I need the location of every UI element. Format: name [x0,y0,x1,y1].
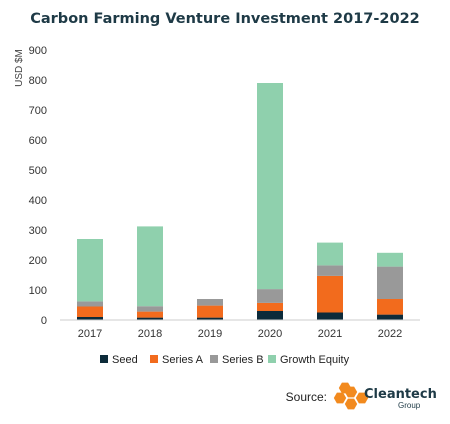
legend: Seed Series A Series B Growth Equity [100,354,350,366]
y-tick-label: 100 [29,285,47,297]
y-axis-label: USD $M [14,49,25,87]
bar-series-b-2020 [257,289,283,303]
brand-name: Cleantech [364,387,437,402]
bar-seed-2018 [137,317,163,320]
legend-label: Seed [112,354,138,366]
bar-series-a-2021 [317,275,343,313]
logo-hexagon [333,392,347,404]
x-tick-label: 2020 [258,328,282,340]
bar-series-b-2022 [377,266,403,299]
legend-swatch [210,355,218,363]
x-tick-label: 2022 [378,328,402,340]
y-tick-label: 600 [29,135,47,147]
bar-series-a-2018 [137,311,163,318]
y-tick-label: 700 [29,105,47,117]
bar-series-b-2018 [137,306,163,312]
cleantech-logo-icon [333,382,369,410]
x-tick-label: 2019 [198,328,222,340]
y-axis: 0 100 200 300 400 500 600 700 800 900 [29,45,47,327]
bar-series-a-2022 [377,299,403,315]
y-tick-label: 0 [41,315,47,327]
source-label: Source: [286,390,327,404]
y-tick-label: 200 [29,255,47,267]
logo-hexagon [344,398,358,410]
bars [77,83,403,320]
x-tick-label: 2018 [138,328,162,340]
y-tick-label: 400 [29,195,47,207]
bar-series-a-2020 [257,302,283,311]
legend-swatch [268,355,276,363]
x-axis: 2017 2018 2019 2020 2021 2022 [78,328,402,340]
bar-growth-equity-2018 [137,226,163,307]
legend-swatch [150,355,158,363]
legend-swatch [100,355,108,363]
bar-series-b-2021 [317,265,343,276]
bar-seed-2020 [257,311,283,320]
bar-seed-2019 [197,317,223,320]
bar-seed-2022 [377,314,403,320]
bar-series-a-2017 [77,306,103,317]
bar-series-a-2019 [197,305,223,318]
bar-growth-equity-2017 [77,239,103,302]
bar-growth-equity-2021 [317,242,343,266]
bar-seed-2021 [317,312,343,320]
chart-title: Carbon Farming Venture Investment 2017-2… [30,11,420,27]
source-attribution: Source: Cleantech Group [286,382,437,410]
logo-hexagon [355,392,369,404]
brand-sub: Group [398,401,421,410]
y-tick-label: 300 [29,225,47,237]
y-tick-label: 900 [29,45,47,57]
legend-label: Series A [162,354,204,366]
legend-label: Series B [222,354,264,366]
bar-seed-2017 [77,317,103,320]
logo-hexagon [338,382,352,394]
legend-label: Growth Equity [280,354,350,366]
x-tick-label: 2017 [78,328,102,340]
bar-growth-equity-2020 [257,83,283,290]
y-tick-label: 800 [29,75,47,87]
x-tick-label: 2021 [318,328,342,340]
bar-growth-equity-2022 [377,252,403,267]
y-tick-label: 500 [29,165,47,177]
bar-series-b-2019 [197,299,223,306]
bar-series-b-2017 [77,301,103,307]
